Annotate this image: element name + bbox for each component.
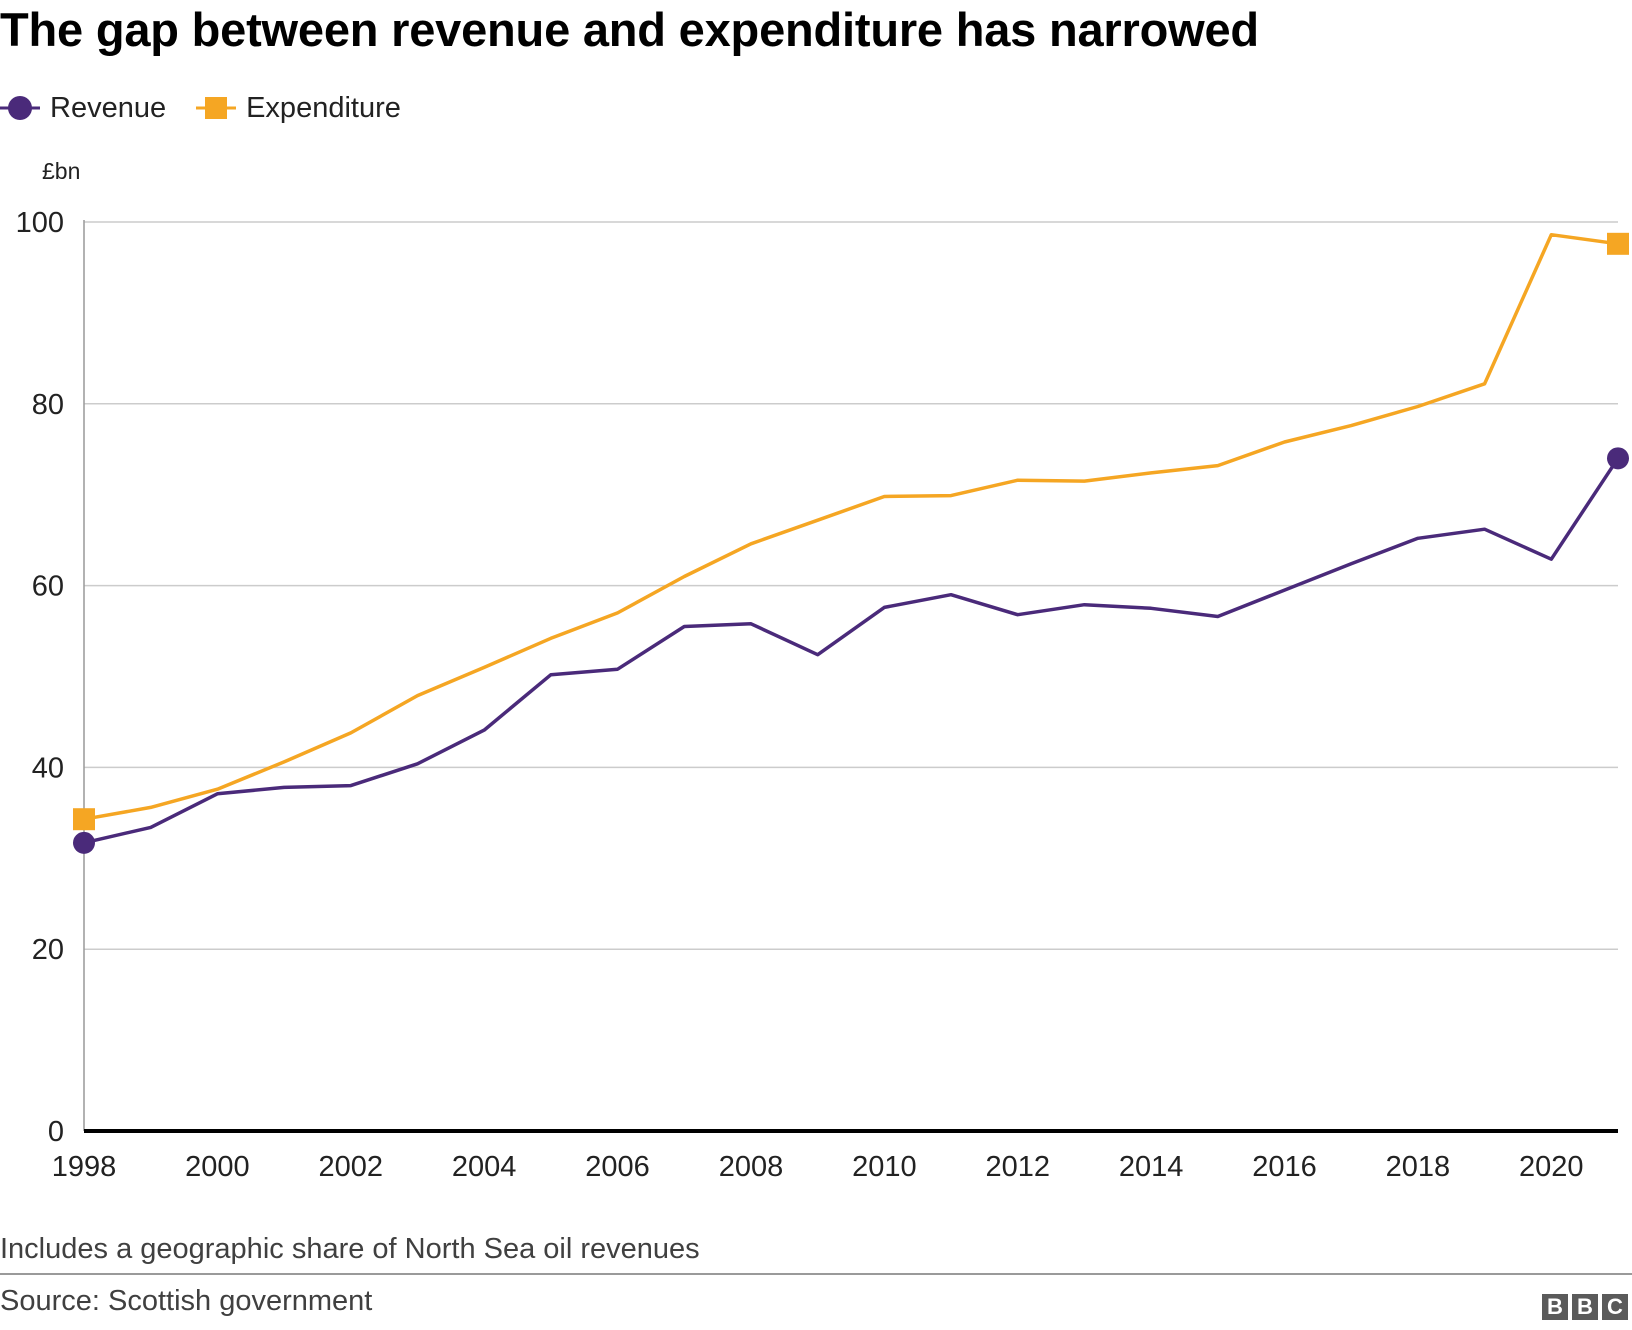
legend-expenditure-marker [205,97,228,119]
legend-revenue-swatch [0,96,40,120]
line-chart: £bn 0 20 40 60 80 100 1998 2000 2002 2004 2006 2008 2… [16,158,1629,1183]
x-tick-label: 2018 [1386,1151,1451,1183]
x-tick-label: 2004 [452,1151,517,1183]
bbc-logo-letter: C [1602,1294,1628,1320]
x-tick-label: 2006 [585,1151,650,1183]
legend: Revenue Expenditure [0,88,431,128]
x-tick-label: 1998 [52,1151,117,1183]
series-marker-revenue-end [1607,447,1629,470]
y-tick-label: 40 [32,752,64,784]
x-tick-label: 2010 [852,1151,917,1183]
x-tick-label: 2000 [185,1151,250,1183]
series-line-expenditure [82,232,1620,821]
series-marker-expenditure-end [1607,232,1629,255]
series-line-revenue [82,456,1620,845]
chart-title: The gap between revenue and expenditure … [0,3,1259,56]
x-tick-label: 2012 [985,1151,1050,1183]
chart-note: Includes a geographic share of North Sea… [0,1233,700,1265]
legend-item-revenue: Revenue [0,88,166,128]
source-text: Source: Scottish government [0,1285,373,1317]
footer-divider [0,1273,1632,1275]
series-marker-expenditure-start [73,808,95,831]
y-tick-label: 60 [32,571,64,603]
y-tick-label: 20 [32,934,64,966]
bbc-logo: B B C [1538,1294,1628,1320]
legend-expenditure-label: Expenditure [246,91,401,124]
y-tick-label: 0 [48,1116,64,1148]
y-tick-label: 100 [16,207,64,239]
x-tick-label: 2002 [319,1151,384,1183]
series-marker-revenue-start [73,831,95,854]
legend-expenditure-swatch [196,97,237,119]
bbc-logo-letter: B [1542,1294,1568,1320]
x-tick-label: 2014 [1119,1151,1184,1183]
bbc-logo-letter: B [1572,1294,1598,1320]
x-tick-label: 2020 [1519,1151,1584,1183]
legend-revenue-marker [8,96,32,120]
legend-item-expenditure: Expenditure [196,88,401,128]
y-tick-label: 80 [32,389,64,421]
y-axis-unit-label: £bn [42,158,80,184]
x-tick-label: 2016 [1252,1151,1317,1183]
legend-revenue-label: Revenue [50,91,167,124]
x-tick-label: 2008 [719,1151,784,1183]
